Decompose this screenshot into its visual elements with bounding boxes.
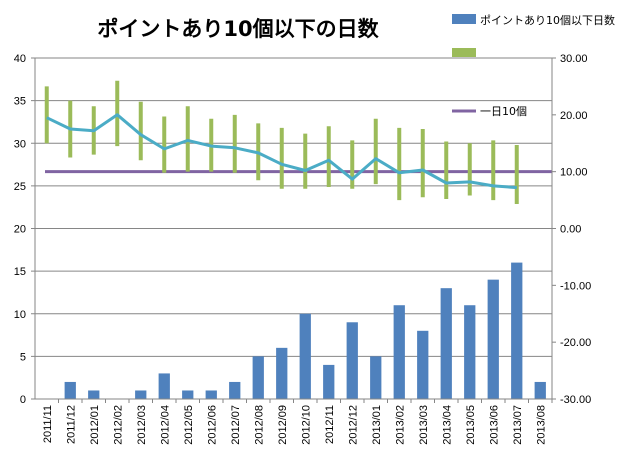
bar: [417, 330, 429, 399]
legend-swatch: [452, 48, 476, 57]
bar: [464, 305, 476, 399]
line-series: [46, 113, 517, 190]
x-tick-label: 2012/03: [136, 405, 148, 445]
x-tick-label: 2011/11: [42, 405, 54, 443]
x-tick-label: 2012/01: [89, 405, 101, 445]
left-tick-label: 35: [14, 96, 26, 108]
chart-title: ポイントあり10個以下の日数: [97, 17, 379, 41]
line-path: [46, 113, 517, 190]
left-tick-label: 10: [14, 309, 26, 321]
bar: [393, 305, 405, 399]
left-tick-label: 20: [14, 224, 26, 236]
bar: [64, 381, 76, 399]
bar: [440, 288, 452, 399]
bar: [205, 390, 217, 399]
left-tick-label: 40: [14, 53, 26, 65]
x-tick-label: 2011/12: [65, 405, 77, 444]
bar: [229, 381, 241, 399]
legend-label: ポイントあり10個以下日数: [480, 14, 615, 27]
bar: [182, 390, 194, 399]
x-tick-label: 2013/03: [418, 405, 430, 445]
x-tick-label: 2013/07: [512, 405, 524, 445]
bar: [135, 390, 147, 399]
left-tick-label: 15: [14, 266, 26, 278]
right-tick-label: 30.00: [560, 53, 588, 65]
bar: [534, 381, 546, 399]
x-tick-label: 2013/02: [394, 405, 406, 445]
legend-swatch: [452, 14, 476, 24]
right-tick-label: 20.00: [560, 110, 588, 122]
bar: [487, 279, 499, 399]
x-tick-label: 2012/04: [159, 405, 171, 445]
gridlines: [35, 57, 552, 357]
x-tick-label: 2013/05: [465, 405, 477, 445]
left-tick-label: 5: [20, 351, 26, 363]
bar: [276, 347, 288, 399]
x-tick-label: 2012/11: [324, 405, 336, 444]
x-tick-label: 2012/10: [300, 405, 312, 445]
right-tick-label: -20.00: [560, 337, 591, 349]
x-tick-label: 2012/07: [230, 405, 242, 445]
x-tick-label: 2013/04: [441, 405, 453, 445]
bar: [323, 364, 335, 399]
x-tick-label: 2012/12: [347, 405, 359, 445]
x-tick-label: 2012/08: [253, 405, 265, 445]
bar: [511, 262, 523, 399]
x-tick-label: 2013/08: [535, 405, 547, 445]
left-tick-label: 25: [14, 181, 26, 193]
right-tick-label: -30.00: [560, 394, 591, 406]
legend-label: 一日10個: [480, 105, 527, 118]
bar: [252, 356, 264, 399]
x-tick-label: 2012/05: [183, 405, 195, 445]
bar: [299, 313, 311, 399]
x-tick-label: 2013/01: [371, 405, 383, 445]
bar: [158, 373, 170, 399]
x-tick-label: 2012/06: [206, 405, 218, 445]
bar: [370, 356, 382, 399]
right-tick-label: -10.00: [560, 280, 591, 292]
axes: 0 5 10 15 20 25 30 35 40 -30.00 -20.00 -10.00 0.00 10…: [14, 53, 591, 445]
x-tick-label: 2012/02: [112, 405, 124, 445]
x-tick-label: 2013/06: [488, 405, 500, 445]
right-tick-label: 0.00: [560, 224, 581, 236]
left-tick-label: 0: [20, 394, 26, 406]
bar: [88, 390, 100, 399]
x-tick-label: 2012/09: [277, 405, 289, 445]
right-tick-label: 10.00: [560, 167, 588, 179]
left-tick-label: 30: [14, 138, 26, 150]
bar: [346, 322, 358, 399]
bar-series: [64, 262, 546, 399]
